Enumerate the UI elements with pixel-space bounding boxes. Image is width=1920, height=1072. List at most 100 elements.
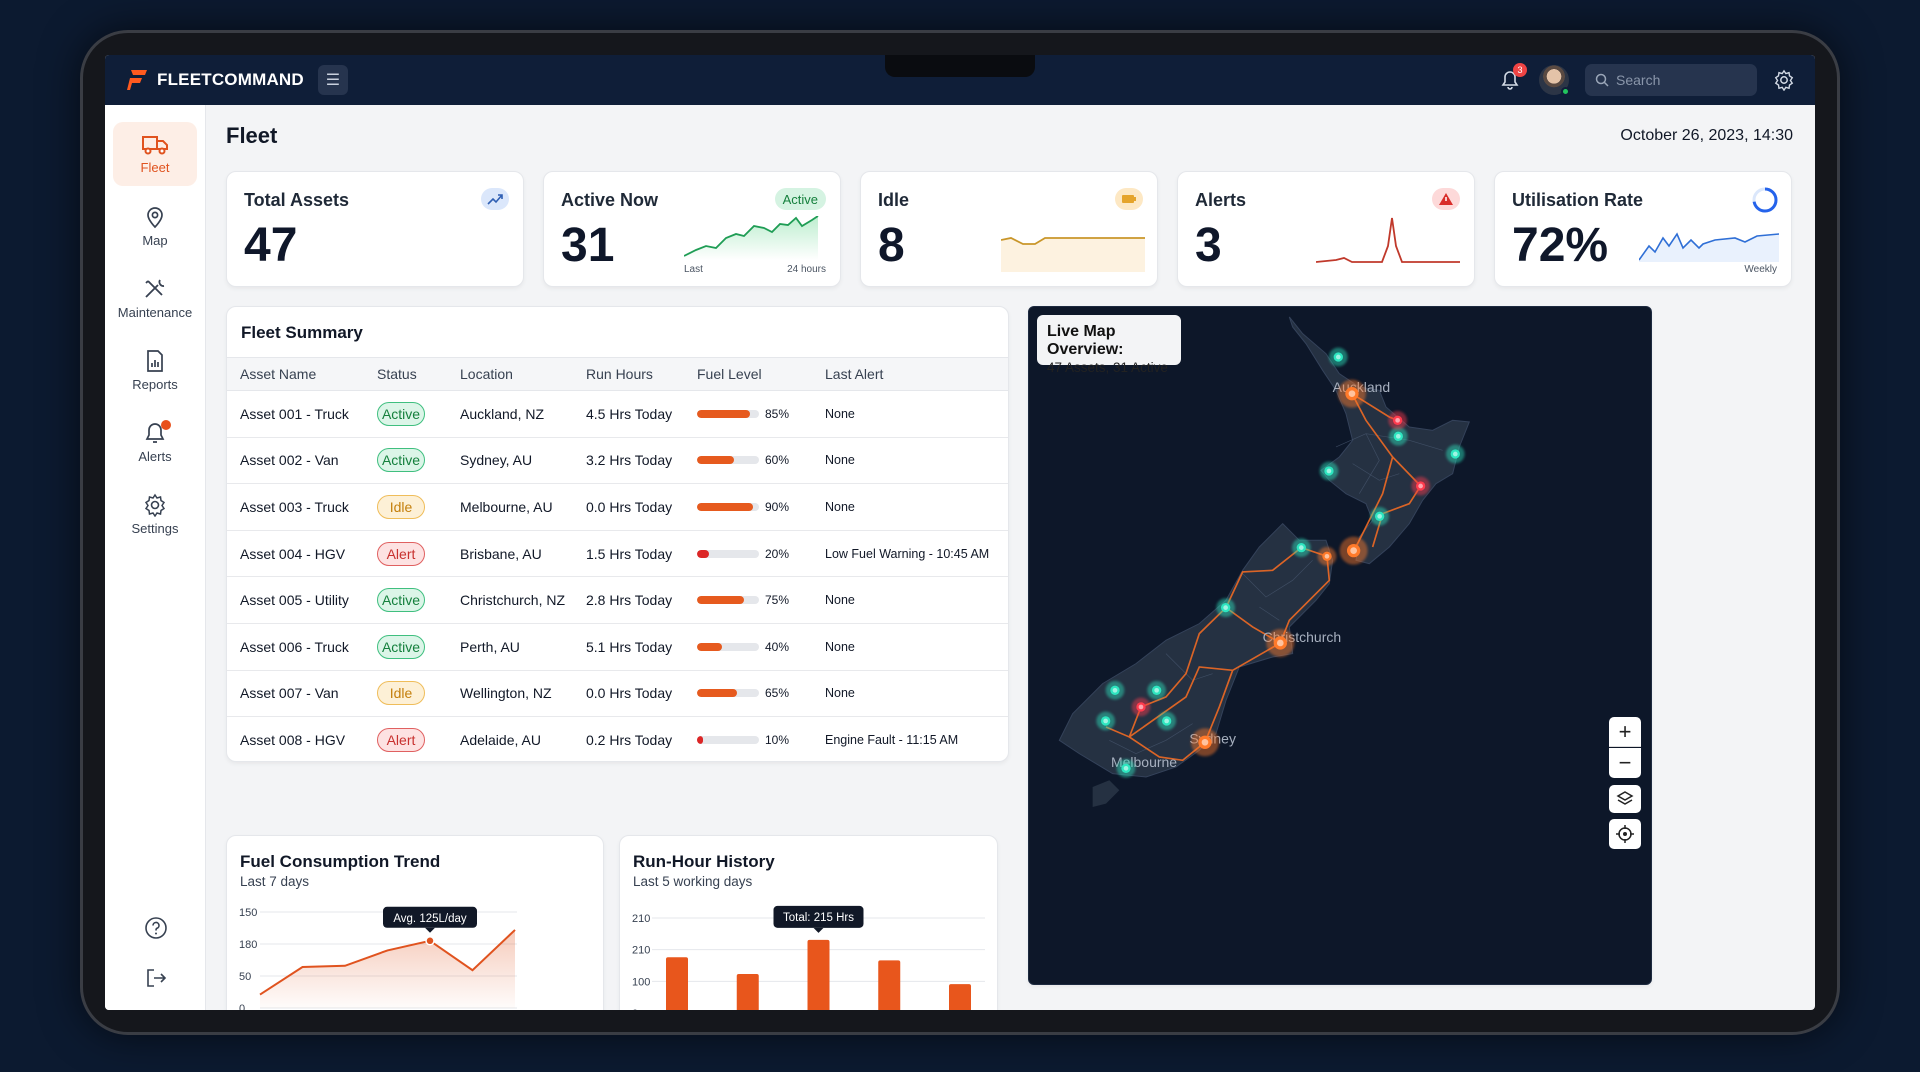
status-badge: Active [377,448,425,473]
fuel-level-cell: 65% [697,670,825,718]
location: Auckland, NZ [460,390,586,438]
status-badge: Active [377,401,425,426]
table-row[interactable]: Asset 001 - Truck Active Auckland, NZ 4.… [227,390,1008,438]
kpi-title: Idle [878,190,910,210]
fleet-summary-title: Fleet Summary [241,323,363,342]
column-header[interactable]: Fuel Level [697,357,825,391]
y-tick-label: 150 [239,907,257,919]
utilisation-ring [1752,187,1778,213]
kpi-total-assets[interactable]: Total Assets 47 [226,171,524,287]
column-header[interactable]: Asset Name [227,357,377,391]
help-icon[interactable] [144,916,168,940]
table-row[interactable]: Asset 006 - Truck Active Perth, AU 5.1 H… [227,623,1008,671]
fuel-level-cell: 90% [697,483,825,531]
fuel-bar [697,549,759,558]
column-header[interactable]: Status [377,357,460,391]
y-tick-label: 50 [239,971,251,983]
series-line [259,929,516,996]
chart-subtitle: Last 5 working days [633,874,753,889]
live-map[interactable]: Auckland Christchurch Sydney Melbourne L… [1028,306,1652,985]
layers-button[interactable] [1609,785,1641,813]
column-header[interactable]: Run Hours [586,357,697,391]
page-title: Fleet [226,123,278,148]
status-badge: Active [377,634,425,659]
y-tick-label: 0 [239,1003,245,1010]
locate-button[interactable] [1609,819,1641,849]
spark-end-label: Weekly [1744,264,1777,275]
last-alert: None [825,483,1008,531]
y-tick-label: 210 [632,913,650,925]
settings-gear-icon[interactable] [1773,69,1795,91]
sidebar-item-map[interactable]: Map [113,194,197,258]
asset-name: Asset 006 - Truck [227,623,377,671]
crosshair-icon [1616,825,1634,843]
chart-title: Fuel Consumption Trend [240,852,441,871]
sidebar-item-maintenance[interactable]: Maintenance [113,266,197,330]
kpi-active-now[interactable]: Active Now 31 Active Last 24 hours [543,171,841,287]
fleet-table: Asset Name Status Location Run Hours Fuel Le… [227,357,1008,763]
menu-button[interactable]: ☰ [317,65,348,95]
search-box[interactable] [1585,64,1757,96]
search-input[interactable] [1616,72,1746,88]
table-row[interactable]: Asset 007 - Van Idle Wellington, NZ 0.0 … [227,670,1008,718]
asset-name: Asset 002 - Van [227,437,377,485]
asset-name: Asset 004 - HGV [227,530,377,578]
column-header[interactable]: Location [460,357,586,391]
fuel-level-cell: 20% [697,530,825,578]
asset-name: Asset 003 - Truck [227,483,377,531]
user-avatar[interactable] [1539,65,1570,96]
fuel-percent: 40% [765,639,790,654]
sidebar-item-fleet[interactable]: Fleet [113,122,197,186]
utilisation-sparkline [1639,232,1779,262]
current-datetime: October 26, 2023, 14:30 [1620,127,1793,144]
status-badge: Idle [377,494,425,519]
y-tick-label: 210 [632,945,650,957]
column-header[interactable]: Last Alert [825,357,1008,391]
main-content: Fleet October 26, 2023, 14:30 Total Asse… [206,105,1815,1010]
notifications-button[interactable]: 3 [1497,63,1527,93]
sidebar-item-alerts[interactable]: Alerts [113,410,197,474]
battery-icon [1115,188,1143,210]
kpi-alerts[interactable]: Alerts 3 [1177,171,1475,287]
status-badge: Alert [377,728,425,753]
run-hours: 0.2 Hrs Today [586,732,673,749]
sidebar-item-reports[interactable]: Reports [113,338,197,402]
north-island [1288,316,1470,565]
fuel-bar [697,736,759,745]
map-canvas[interactable]: Auckland Christchurch Sydney Melbourne [1029,307,1652,985]
kpi-utilisation-rate[interactable]: Utilisation Rate 72% Weekly [1494,171,1792,287]
table-row[interactable]: Asset 003 - Truck Idle Melbourne, AU 0.0… [227,483,1008,531]
fuel-percent: 75% [765,593,790,608]
bell-icon [145,422,165,443]
plus-icon: + [1618,718,1632,744]
last-alert: None [825,623,1008,671]
logout-icon[interactable] [144,966,168,990]
status-cell: Active [377,390,460,438]
active-chip: Active [774,188,826,210]
idle-sparkline [1001,237,1145,272]
layers-icon [1616,791,1634,805]
sidebar-item-label: Alerts [138,448,172,464]
asset-name: Asset 007 - Van [227,670,377,718]
fuel-line-chart: 050180150MonTueWedThuFriSatSunAvg. 125L/… [239,906,517,1010]
sidebar: Fleet Map Maintenance Reports Alerts Set… [105,105,206,1010]
kpi-idle[interactable]: Idle 8 [860,171,1158,287]
fuel-percent: 20% [765,546,790,561]
table-row[interactable]: Asset 005 - Utility Active Christchurch,… [227,576,1008,624]
table-header-row: Asset Name Status Location Run Hours Fuel Le… [227,357,1008,391]
zoom-out-button[interactable]: − [1609,748,1641,778]
fuel-percent: 85% [765,406,790,421]
table-row[interactable]: Asset 008 - HGV Alert Adelaide, AU 0.2 H… [227,717,1008,764]
table-row[interactable]: Asset 004 - HGV Alert Brisbane, AU 1.5 H… [227,530,1008,578]
fuel-level-cell: 10% [697,717,825,764]
zoom-in-button[interactable]: + [1609,717,1641,747]
asset-name: Asset 005 - Utility [227,576,377,624]
sidebar-item-settings[interactable]: Settings [113,482,197,546]
location: Brisbane, AU [460,530,586,578]
logo[interactable]: FLEETCOMMAND [127,68,304,92]
chart-subtitle: Last 7 days [240,874,310,889]
asset-name: Asset 008 - HGV [240,732,346,749]
status-cell: Idle [377,483,460,531]
table-row[interactable]: Asset 002 - Van Active Sydney, AU 3.2 Hr… [227,437,1008,485]
last-alert: None [825,390,1008,438]
